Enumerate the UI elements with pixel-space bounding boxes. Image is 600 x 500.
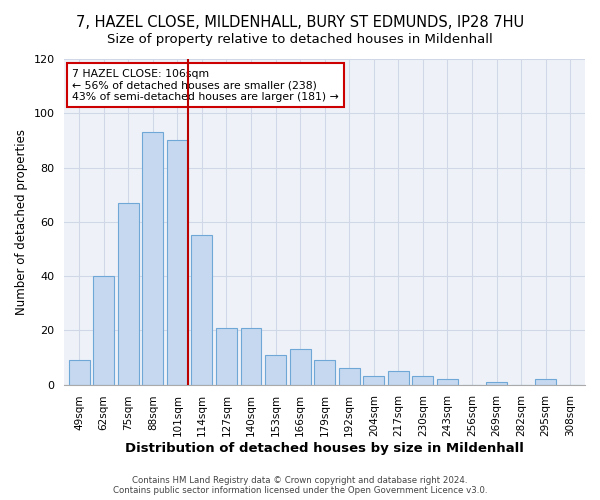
Bar xyxy=(314,360,335,384)
Bar xyxy=(290,350,311,384)
Bar xyxy=(339,368,359,384)
Bar xyxy=(118,203,139,384)
Y-axis label: Number of detached properties: Number of detached properties xyxy=(15,129,28,315)
Bar xyxy=(191,236,212,384)
Bar xyxy=(437,379,458,384)
Bar xyxy=(69,360,89,384)
Bar xyxy=(364,376,384,384)
Bar xyxy=(535,379,556,384)
Bar xyxy=(412,376,433,384)
Text: 7 HAZEL CLOSE: 106sqm
← 56% of detached houses are smaller (238)
43% of semi-det: 7 HAZEL CLOSE: 106sqm ← 56% of detached … xyxy=(72,69,339,102)
Bar xyxy=(167,140,188,384)
Text: Contains HM Land Registry data © Crown copyright and database right 2024.
Contai: Contains HM Land Registry data © Crown c… xyxy=(113,476,487,495)
Bar xyxy=(142,132,163,384)
Text: 7, HAZEL CLOSE, MILDENHALL, BURY ST EDMUNDS, IP28 7HU: 7, HAZEL CLOSE, MILDENHALL, BURY ST EDMU… xyxy=(76,15,524,30)
Bar xyxy=(388,371,409,384)
Bar xyxy=(241,328,262,384)
Bar xyxy=(216,328,237,384)
X-axis label: Distribution of detached houses by size in Mildenhall: Distribution of detached houses by size … xyxy=(125,442,524,455)
Bar xyxy=(486,382,507,384)
Bar xyxy=(265,355,286,384)
Bar xyxy=(93,276,114,384)
Text: Size of property relative to detached houses in Mildenhall: Size of property relative to detached ho… xyxy=(107,32,493,46)
